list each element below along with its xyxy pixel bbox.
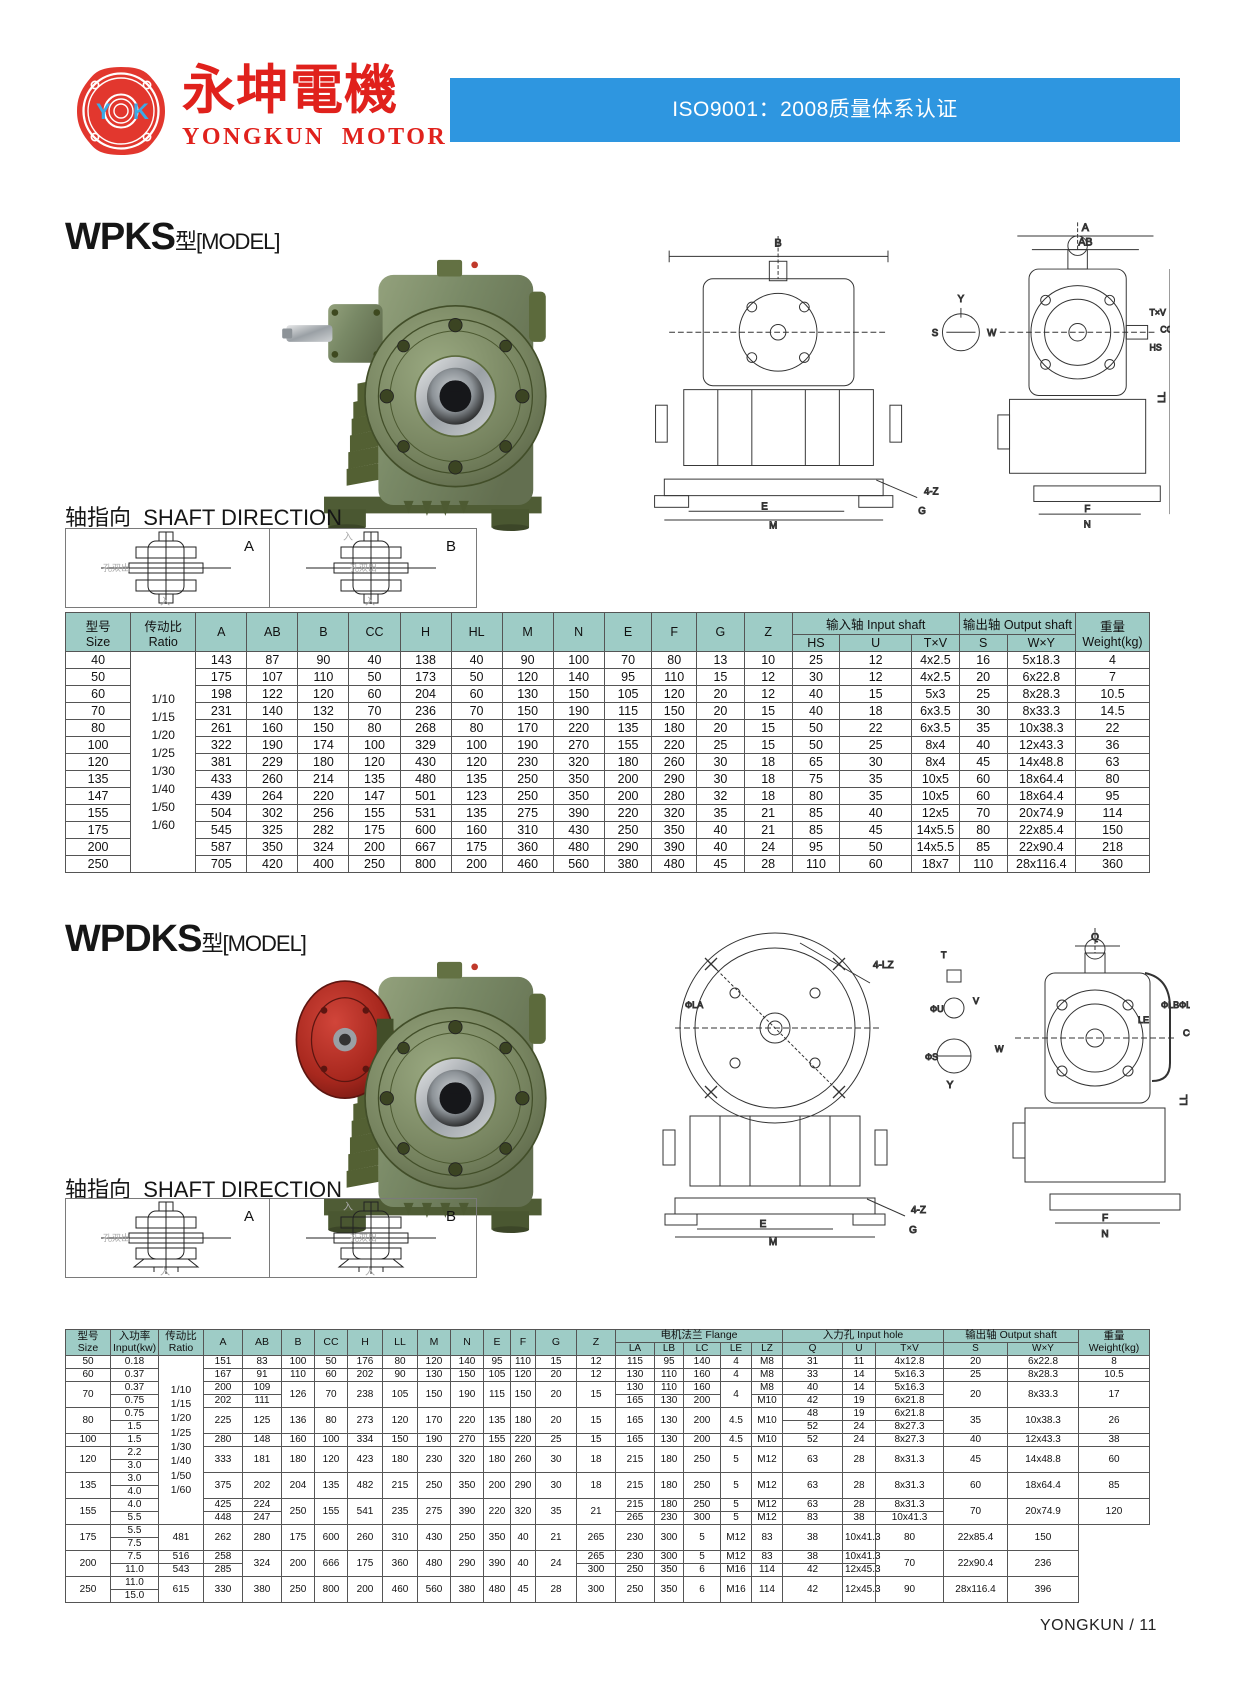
svg-text:F: F <box>1102 1213 1108 1224</box>
svg-text:M: M <box>769 521 777 532</box>
svg-text:入: 入 <box>365 1267 375 1277</box>
svg-text:AB: AB <box>1078 237 1092 249</box>
svg-text:A: A <box>1082 222 1090 234</box>
svg-text:E: E <box>761 501 768 512</box>
svg-text:F: F <box>1084 504 1090 515</box>
svg-text:W: W <box>995 1044 1004 1054</box>
svg-text:LE: LE <box>1138 1015 1149 1025</box>
svg-text:入: 入 <box>365 597 375 607</box>
svg-text:CC: CC <box>1160 324 1170 334</box>
svg-text:B: B <box>446 1208 456 1225</box>
svg-text:K: K <box>133 99 149 124</box>
svg-text:LL: LL <box>1157 391 1168 402</box>
svg-text:孔双出: 孔双出 <box>350 1232 377 1243</box>
svg-text:孔双出: 孔双出 <box>103 1232 130 1243</box>
svg-text:LL: LL <box>1179 1094 1190 1106</box>
svg-text:S: S <box>932 328 939 339</box>
svg-text:入: 入 <box>160 1267 170 1277</box>
svg-text:4-LZ: 4-LZ <box>873 960 894 971</box>
svg-text:入: 入 <box>343 1202 353 1213</box>
svg-text:4-Z: 4-Z <box>911 1205 926 1216</box>
svg-text:N: N <box>1084 520 1091 531</box>
svg-text:B: B <box>446 538 456 555</box>
svg-text:G: G <box>918 506 926 517</box>
svg-text:M: M <box>769 1237 777 1246</box>
svg-text:CC: CC <box>1183 1028 1190 1038</box>
svg-text:ΦS: ΦS <box>925 1052 938 1062</box>
svg-text:4-Z: 4-Z <box>924 487 939 498</box>
svg-text:T: T <box>941 950 947 960</box>
svg-text:入: 入 <box>160 597 170 607</box>
svg-text:HS: HS <box>1150 343 1162 353</box>
svg-text:G: G <box>909 1225 917 1236</box>
svg-text:Y: Y <box>958 294 965 305</box>
svg-text:ΦLA: ΦLA <box>685 1000 703 1010</box>
svg-text:孔双出: 孔双出 <box>350 562 377 573</box>
svg-text:A: A <box>244 538 254 555</box>
svg-text:T×V: T×V <box>1150 308 1166 318</box>
svg-text:ΦLB: ΦLB <box>1161 1000 1179 1010</box>
svg-text:Y: Y <box>947 1080 954 1091</box>
svg-text:N: N <box>1101 1229 1108 1240</box>
svg-text:V: V <box>973 996 979 1006</box>
svg-text:孔双出: 孔双出 <box>103 562 130 573</box>
svg-text:E: E <box>760 1219 767 1230</box>
svg-text:A: A <box>244 1208 254 1225</box>
svg-text:ΦU: ΦU <box>930 1004 944 1014</box>
svg-text:Y: Y <box>96 99 111 124</box>
svg-text:入: 入 <box>343 532 353 543</box>
svg-text:ΦLC: ΦLC <box>1179 1000 1190 1010</box>
svg-text:W: W <box>987 328 997 339</box>
